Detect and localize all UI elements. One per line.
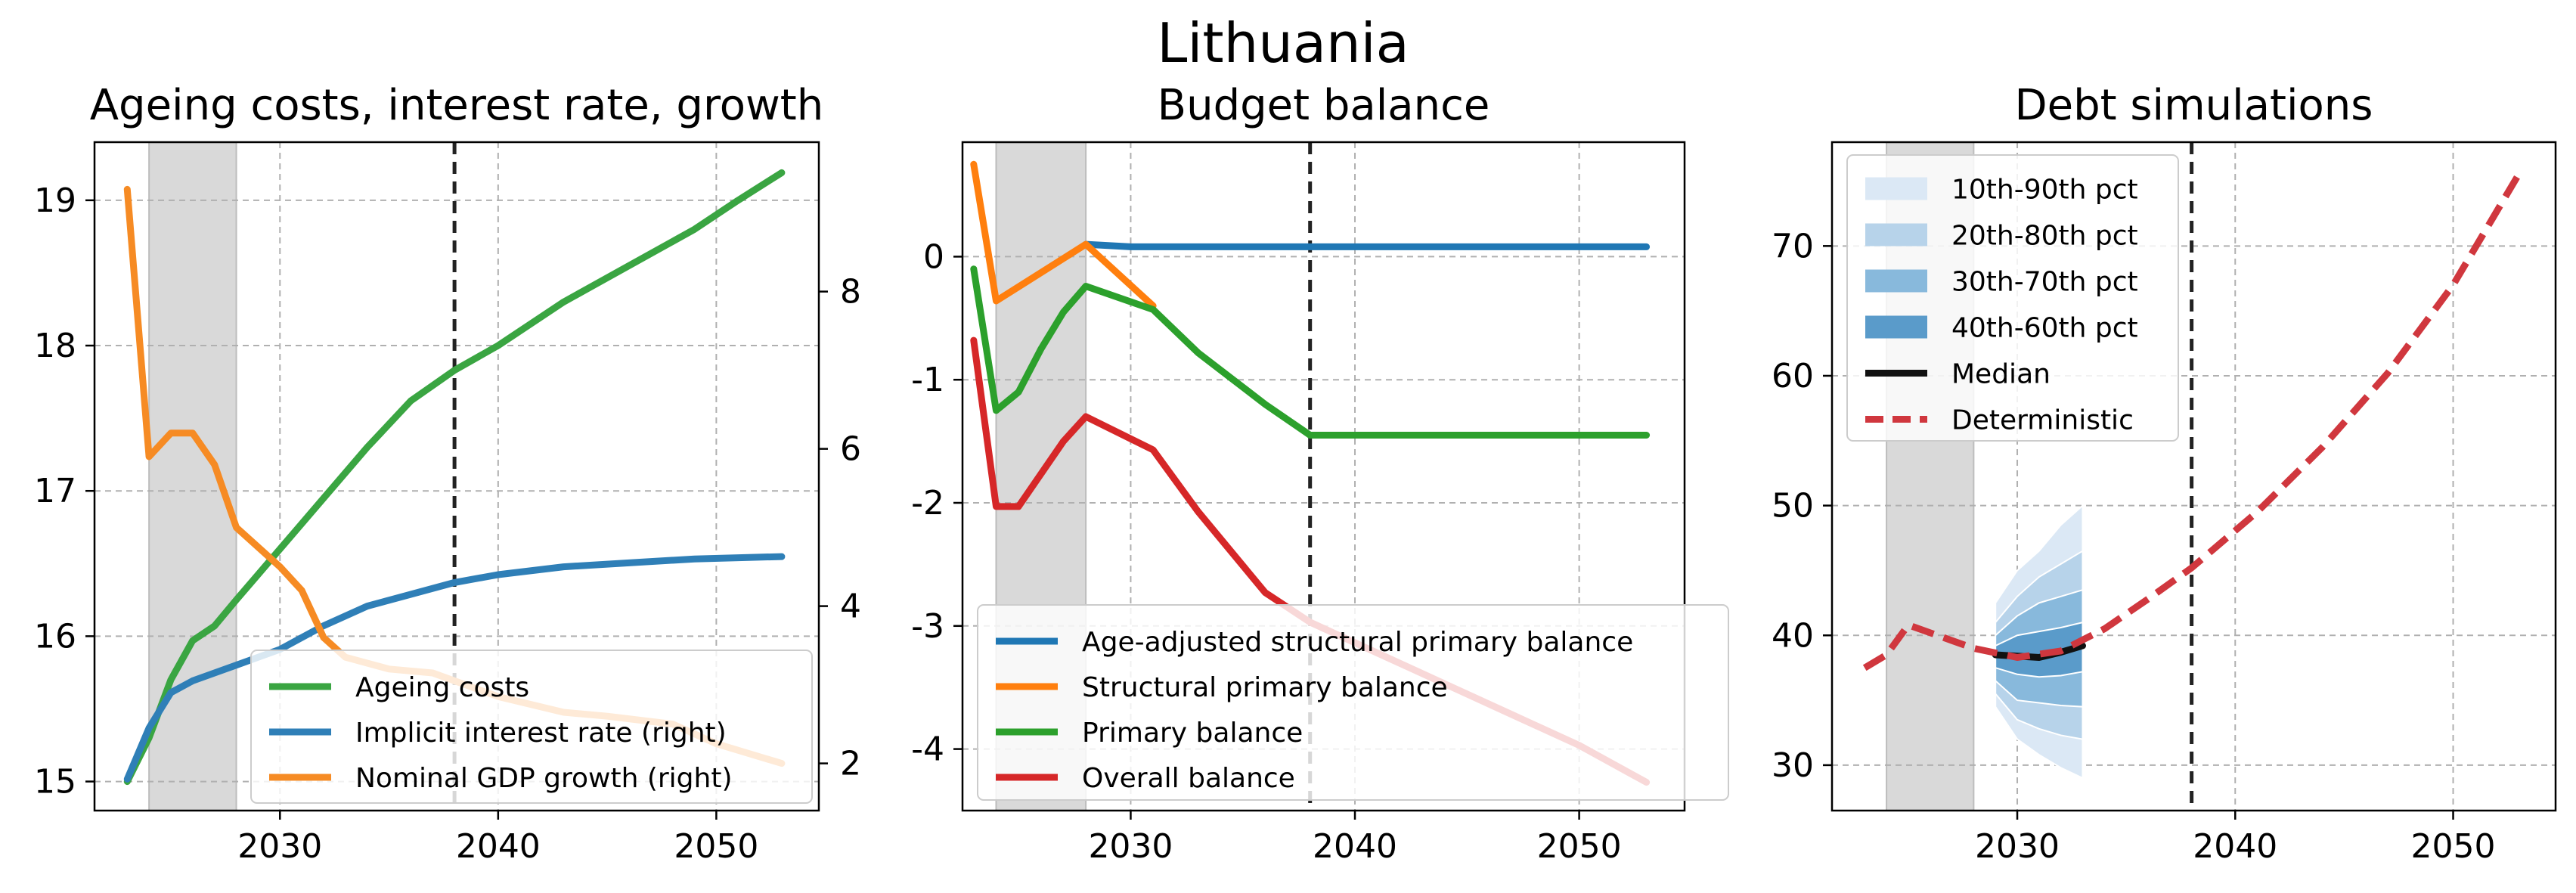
y2-tick-label: 8 [840, 273, 861, 312]
legend-label: Deterministic [1951, 405, 2134, 436]
series-line-2 [1862, 172, 2522, 671]
y-tick-label: 18 [34, 327, 76, 365]
y-tick-label: -1 [911, 361, 944, 399]
legend-label: Implicit interest rate (right) [355, 718, 727, 749]
series-line-3 [970, 265, 1651, 439]
legend-label: Structural primary balance [1082, 672, 1448, 703]
axes-frame [961, 141, 1686, 812]
legend: 10th-90th pct 20th-80th pct 30th-70th pct 4… [1846, 154, 2179, 442]
fan-band-4 [1995, 621, 2084, 678]
y2-tick-label: 4 [840, 588, 861, 626]
x-tick-label: 2030 [1975, 827, 2060, 866]
series-line-2 [123, 553, 786, 783]
legend-swatch [1865, 315, 1927, 339]
x-tick-label: 2030 [237, 827, 322, 866]
figure-title: Lithuania [1157, 11, 1409, 75]
legend-label: Median [1951, 359, 2051, 390]
legend-swatch [1865, 223, 1927, 247]
y-tick-label: -2 [911, 484, 944, 522]
legend-box [1846, 154, 2179, 442]
series-line-1 [1082, 240, 1651, 250]
y-tick-label: 70 [1772, 227, 1814, 265]
legend: Age-adjusted structural primary balance S… [977, 604, 1729, 801]
legend-label: Overall balance [1082, 763, 1295, 794]
legend-label: 30th-70th pct [1951, 267, 2138, 298]
y2-tick-label: 6 [840, 430, 861, 469]
y2-tick-label: 2 [840, 745, 861, 783]
legend-box [250, 650, 813, 804]
x-tick-label: 2040 [2193, 827, 2277, 866]
chart-panel-2: 2030 2040 2050 0 -1 -2 -3 -4 Budget balance Age-a… [911, 81, 1729, 866]
x-tick-label: 2040 [456, 827, 541, 866]
y-tick-label: 40 [1772, 616, 1814, 655]
legend-label: Nominal GDP growth (right) [355, 763, 733, 794]
y-tick-label: 0 [923, 237, 944, 276]
series-line-1 [123, 169, 786, 786]
axes-frame [1830, 141, 2557, 812]
y-tick-label: 15 [34, 763, 76, 802]
legend-label: Age-adjusted structural primary balance [1082, 627, 1633, 658]
y-tick-label: 30 [1772, 746, 1814, 785]
y-tick-label: 19 [34, 181, 76, 220]
legend-label: Ageing costs [355, 672, 529, 703]
legend-box [977, 604, 1729, 801]
x-tick-label: 2050 [1537, 827, 1622, 866]
legend-label: 20th-80th pct [1951, 221, 2138, 252]
y-tick-label: -3 [911, 607, 944, 646]
x-tick-label: 2030 [1088, 827, 1173, 866]
panel-title: Debt simulations [2015, 81, 2373, 130]
x-tick-label: 2040 [1313, 827, 1397, 866]
axes-frame [93, 141, 820, 812]
legend: Ageing costs Implicit interest rate (righ… [250, 650, 813, 804]
chart-panel-3: 2030 2040 2050 30 40 50 60 70 Debt simulations 10… [1772, 81, 2557, 866]
legend-label: 10th-90th pct [1951, 175, 2138, 206]
legend-label: 40th-60th pct [1951, 313, 2138, 344]
chart-panel-1: 2030 2040 2050 15 16 17 18 19 2 4 6 8 Ageing costs, … [34, 81, 861, 866]
series-line-2 [970, 160, 1157, 309]
y-tick-label: 16 [34, 617, 76, 656]
legend-swatch [1865, 269, 1927, 293]
x-tick-label: 2050 [674, 827, 758, 866]
y-tick-label: 60 [1772, 357, 1814, 395]
x-tick-label: 2050 [2411, 827, 2496, 866]
legend-label: Primary balance [1082, 718, 1303, 749]
panel-title: Ageing costs, interest rate, growth [90, 81, 824, 130]
y-tick-label: -4 [911, 730, 944, 769]
y-tick-label: 50 [1772, 487, 1814, 526]
legend-swatch [1865, 177, 1927, 200]
panels: 2030 2040 2050 15 16 17 18 19 2 4 6 8 Ageing costs, … [34, 81, 2557, 866]
y-tick-label: 17 [34, 472, 76, 510]
panel-title: Budget balance [1158, 81, 1490, 130]
